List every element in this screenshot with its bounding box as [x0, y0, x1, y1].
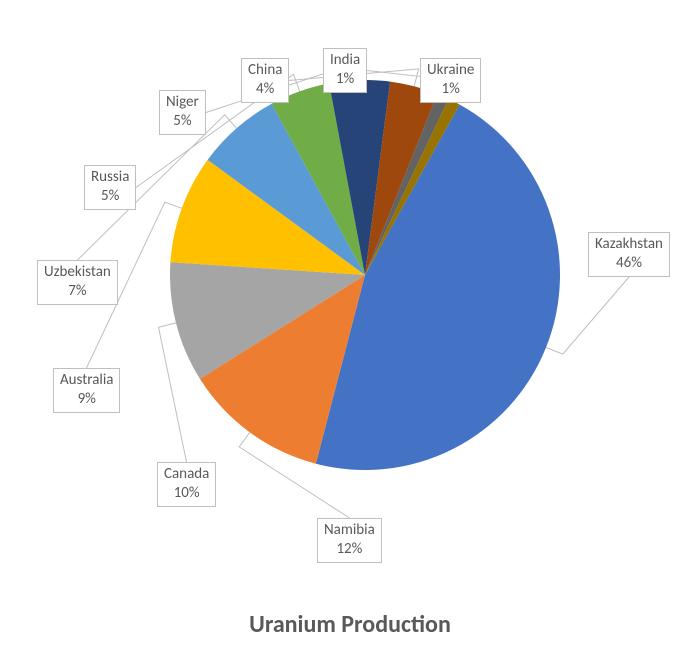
pie-svg [170, 80, 560, 470]
slice-label-name: Uzbekistan [44, 263, 111, 282]
slice-label-name: Australia [60, 371, 113, 390]
slice-label-value: 9% [60, 390, 113, 409]
pie-wrap [170, 80, 560, 470]
slice-label-value: 5% [166, 112, 199, 131]
slice-label: Uzbekistan7% [37, 260, 118, 305]
slice-label-name: Canada [164, 465, 209, 484]
pie-chart: Kazakhstan46% Namibia12% Canada10% Australi… [0, 0, 700, 600]
slice-label-name: Ukraine [427, 61, 474, 80]
slice-label: China4% [241, 58, 289, 103]
slice-label: Niger5% [159, 90, 206, 135]
slice-label-value: 4% [248, 80, 282, 99]
slice-label-name: Kazakhstan [595, 235, 663, 254]
slice-label: Ukraine1% [420, 58, 481, 103]
slice-label-value: 7% [44, 282, 111, 301]
slice-label-value: 1% [330, 70, 360, 89]
slice-label-value: 46% [595, 254, 663, 273]
slice-label-value: 12% [324, 540, 375, 559]
slice-label: Canada10% [157, 462, 216, 507]
slice-label: Kazakhstan46% [588, 232, 670, 277]
slice-label: India1% [323, 48, 367, 93]
slice-label-value: 10% [164, 484, 209, 503]
slice-label-name: China [248, 61, 282, 80]
slice-label-name: Russia [91, 168, 129, 187]
slice-label-value: 5% [91, 187, 129, 206]
slice-label-name: India [330, 51, 360, 70]
slice-label: Russia5% [84, 165, 136, 210]
slice-label-name: Namibia [324, 521, 375, 540]
slice-label-value: 1% [427, 80, 474, 99]
chart-title: Uranium Production [0, 610, 700, 639]
slice-label-name: Niger [166, 93, 199, 112]
slice-label: Namibia12% [317, 518, 382, 563]
slice-label: Australia9% [53, 368, 120, 413]
